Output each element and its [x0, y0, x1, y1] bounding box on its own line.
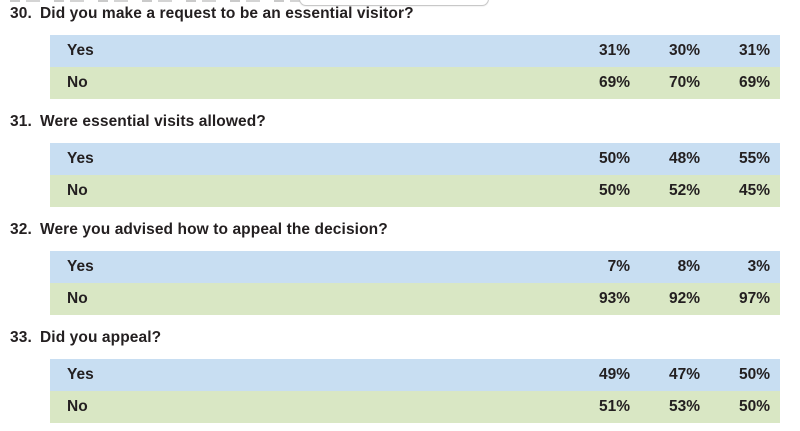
response-table: Yes 50% 48% 55% No 50% 52% 45% — [50, 143, 780, 207]
question-number: 31. — [10, 113, 32, 130]
percent-col-3: 50% — [738, 366, 770, 383]
row-label: No — [67, 290, 88, 307]
question-number: 33. — [10, 329, 32, 346]
percent-col-3: 55% — [738, 150, 770, 167]
percent-col-1: 93% — [598, 290, 630, 307]
row-label: No — [67, 182, 88, 199]
table-row-no: No 50% 52% 45% — [50, 175, 780, 207]
question-title: 30. Did you make a request to be an esse… — [0, 4, 800, 23]
percent-col-3: 50% — [738, 398, 770, 415]
percent-col-3: 97% — [738, 290, 770, 307]
question-text: Did you appeal? — [40, 329, 162, 346]
percent-col-1: 69% — [598, 74, 630, 91]
table-row-no: No 93% 92% 97% — [50, 283, 780, 315]
response-table: Yes 49% 47% 50% No 51% 53% 50% — [50, 359, 780, 423]
response-table: Yes 7% 8% 3% No 93% 92% 97% — [50, 251, 780, 315]
percent-col-2: 47% — [668, 366, 700, 383]
percent-col-3: 3% — [747, 258, 770, 275]
question-text: Were you advised how to appeal the decis… — [40, 221, 388, 238]
percent-col-3: 31% — [738, 42, 770, 59]
question-block-32: 32. Were you advised how to appeal the d… — [0, 220, 800, 315]
percent-col-2: 53% — [668, 398, 700, 415]
question-text: Did you make a request to be an essentia… — [40, 5, 414, 22]
question-number: 30. — [10, 5, 32, 22]
question-number: 32. — [10, 221, 32, 238]
percent-col-2: 30% — [668, 42, 700, 59]
percent-col-1: 50% — [598, 150, 630, 167]
row-label: Yes — [67, 150, 94, 167]
table-row-yes: Yes 49% 47% 50% — [50, 359, 780, 391]
row-label: Yes — [67, 258, 94, 275]
percent-col-3: 45% — [738, 182, 770, 199]
percent-col-2: 70% — [668, 74, 700, 91]
row-label: Yes — [67, 366, 94, 383]
question-title: 32. Were you advised how to appeal the d… — [0, 220, 800, 239]
percent-col-1: 7% — [607, 258, 630, 275]
table-row-yes: Yes 50% 48% 55% — [50, 143, 780, 175]
row-label: Yes — [67, 42, 94, 59]
question-block-30: 30. Did you make a request to be an esse… — [0, 4, 800, 99]
question-title: 33. Did you appeal? — [0, 328, 800, 347]
response-table: Yes 31% 30% 31% No 69% 70% 69% — [50, 35, 780, 99]
question-block-33: 33. Did you appeal? Yes 49% 47% 50% No 5… — [0, 328, 800, 423]
table-row-no: No 69% 70% 69% — [50, 67, 780, 99]
percent-col-1: 51% — [598, 398, 630, 415]
percent-col-1: 31% — [598, 42, 630, 59]
table-row-yes: Yes 31% 30% 31% — [50, 35, 780, 67]
percent-col-2: 52% — [668, 182, 700, 199]
question-title: 31. Were essential visits allowed? — [0, 112, 800, 131]
row-label: No — [67, 398, 88, 415]
table-row-no: No 51% 53% 50% — [50, 391, 780, 423]
percent-col-2: 92% — [668, 290, 700, 307]
question-block-31: 31. Were essential visits allowed? Yes 5… — [0, 112, 800, 207]
question-text: Were essential visits allowed? — [40, 113, 266, 130]
table-row-yes: Yes 7% 8% 3% — [50, 251, 780, 283]
percent-col-1: 49% — [598, 366, 630, 383]
percent-col-2: 48% — [668, 150, 700, 167]
row-label: No — [67, 74, 88, 91]
percent-col-1: 50% — [598, 182, 630, 199]
percent-col-2: 8% — [677, 258, 700, 275]
percent-col-3: 69% — [738, 74, 770, 91]
